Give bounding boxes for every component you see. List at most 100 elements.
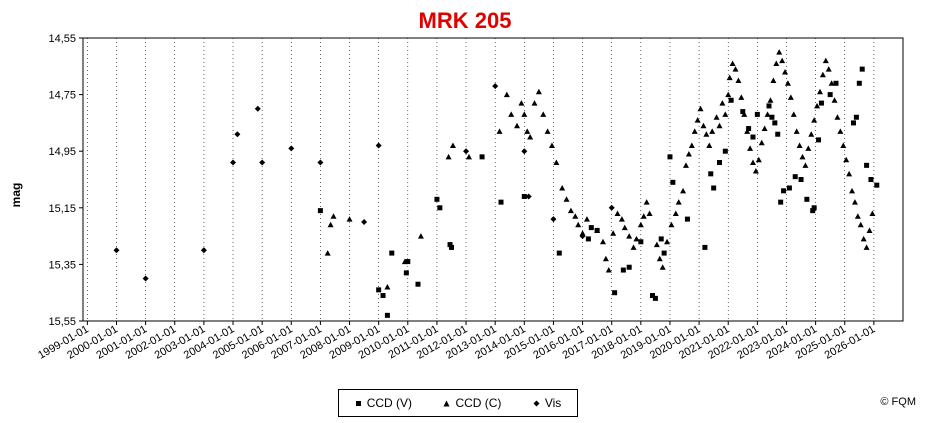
legend-item-vis: Vis (533, 396, 561, 410)
ccd-v-point (754, 111, 760, 117)
ccd-c-point (700, 122, 707, 129)
ccd-c-point (716, 122, 723, 129)
ccd-c-point (799, 153, 806, 160)
ccd-c-point (713, 114, 720, 120)
ccd-v-point (810, 208, 816, 214)
ccd-v-point (722, 148, 728, 154)
ccd-c-point (805, 145, 812, 151)
ccd-c-point (618, 216, 625, 222)
legend-label-ccd-c: CCD (C) (455, 396, 502, 410)
ccd-v-point (389, 250, 395, 256)
legend: CCD (V) CCD (C) Vis (338, 389, 578, 417)
ccd-c-point (834, 114, 841, 120)
ccd-c-point (685, 151, 692, 157)
legend-item-ccd-v: CCD (V) (355, 396, 412, 410)
ccd-v-point (708, 171, 714, 177)
ccd-c-point (664, 238, 671, 245)
ccd-v-point (827, 92, 833, 98)
ccd-c-point (691, 128, 698, 134)
ccd-c-point (846, 170, 853, 177)
ccd-c-point (828, 80, 835, 86)
ccd-c-point (869, 210, 876, 216)
ccd-v-point (728, 97, 734, 103)
ccd-v-point (479, 154, 485, 160)
y-axis: 14,55 14,75 14,95 15,15 15,35 15,55 (48, 33, 83, 328)
ccd-v-point (769, 114, 775, 120)
ccd-v-point (816, 137, 822, 143)
ccd-v-point (868, 177, 874, 182)
ccd-c-point (599, 238, 606, 245)
ccd-c-point (831, 97, 838, 103)
ccd-v-point (658, 236, 664, 242)
ccd-c-point (703, 131, 710, 137)
ccd-c-point (572, 213, 579, 219)
vis-point (230, 159, 237, 166)
ccd-c-point (524, 128, 531, 134)
ccd-c-point (793, 128, 800, 134)
ccd-c-point (779, 57, 786, 64)
y-tick-label: 15,35 (48, 259, 76, 271)
ccd-v-point (521, 193, 527, 199)
copyright-text: © FQM (880, 396, 916, 408)
ccd-c-point (726, 74, 733, 81)
ccd-v-point (711, 185, 717, 191)
y-tick-label: 14,95 (48, 146, 76, 158)
ccd-c-point (758, 139, 765, 146)
ccd-v-point (612, 290, 618, 296)
ccd-c-point (825, 66, 832, 72)
ccd-c-point (851, 199, 858, 205)
ccd-c-point (630, 244, 637, 250)
ccd-c-point (752, 168, 759, 174)
vis-point (234, 131, 241, 138)
vis-point (361, 218, 368, 225)
ccd-c-point (626, 233, 633, 239)
ccd-c-point (761, 125, 768, 132)
ccd-c-point (790, 111, 797, 117)
ccd-v-point (750, 134, 756, 140)
ccd-v-point (405, 259, 411, 265)
ccd-c-point (668, 221, 675, 228)
ccd-c-point (527, 134, 534, 140)
ccd-v-point (786, 185, 792, 191)
ccd-v-point (620, 267, 626, 273)
ccd-c-point (729, 60, 736, 66)
ccd-c-point (503, 91, 510, 98)
ccd-v-point (856, 80, 862, 86)
ccd-v-point (778, 199, 784, 205)
ccd-c-point (583, 216, 590, 222)
ccd-c-point (675, 199, 682, 205)
ccd-c-point (854, 213, 861, 219)
ccd-c-point (445, 153, 452, 160)
ccd-v-point (684, 216, 690, 222)
ccd-v-point (626, 264, 632, 270)
ccd-v-point (434, 196, 440, 202)
ccd-c-point (575, 221, 582, 228)
ccd-c-point (749, 159, 756, 166)
ccd-c-point (709, 128, 716, 134)
ccd-c-point (732, 66, 739, 72)
ccd-c-point (646, 210, 653, 216)
ccd-v-point (588, 225, 594, 231)
ccd-c-point (808, 131, 815, 137)
legend-item-ccd-c: CCD (C) (443, 396, 501, 410)
ccd-c-point (738, 94, 745, 100)
ccd-c-point (567, 207, 574, 214)
ccd-v-point (652, 295, 658, 301)
legend-label-vis: Vis (544, 396, 562, 410)
ccd-v-point (850, 120, 856, 126)
ccd-v-point (804, 196, 810, 202)
vis-point (317, 159, 324, 166)
ccd-c-point (614, 210, 621, 216)
data-marks (113, 49, 880, 318)
vis-point (259, 159, 266, 166)
ccd-c-point (544, 128, 551, 134)
y-tick-label: 15,55 (48, 316, 76, 328)
vis-point (521, 148, 528, 155)
ccd-c-point (857, 221, 864, 228)
ccd-v-point (772, 120, 778, 126)
ccd-c-point (837, 128, 844, 134)
ccd-c-point (621, 224, 628, 231)
ccd-v-point (384, 312, 390, 318)
ccd-c-point (327, 221, 334, 228)
